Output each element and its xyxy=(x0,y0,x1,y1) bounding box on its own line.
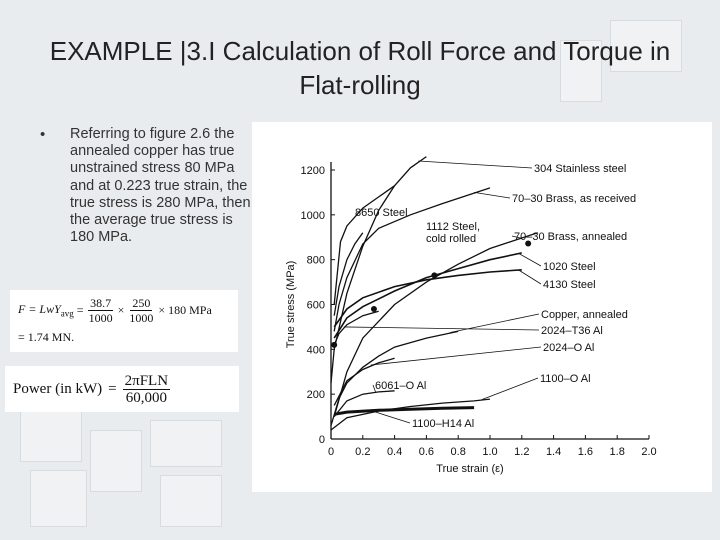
series-curve xyxy=(333,390,395,418)
label-leader-line xyxy=(481,377,539,400)
x-tick-label: 1.8 xyxy=(610,446,625,458)
stress-strain-chart: 0 0.2 0.4 0.6 0.8 1.0 1.2 1.4 1.6 1.8 2.0 0 200 400 60… xyxy=(285,156,657,475)
series-label: 1100–H14 Al xyxy=(412,418,474,430)
series-label: 1100–O Al xyxy=(540,373,591,385)
stress-strain-figure: 0 0.2 0.4 0.6 0.8 1.0 1.2 1.4 1.6 1.8 2.0 0 200 400 60… xyxy=(252,122,712,492)
series-curve xyxy=(333,185,395,305)
slide-title: EXAMPLE |3.I Calculation of Roll Force a… xyxy=(49,36,671,100)
data-point-marker xyxy=(370,305,377,312)
label-leader-line xyxy=(450,313,540,333)
series-curve xyxy=(333,232,364,316)
power-equation: Power (in kW) = 2πFLN 60,000 xyxy=(5,366,239,412)
roll-force-equation: F = LwYavg = 38.7 1000 × 250 1000 × 180 … xyxy=(10,290,238,352)
series-curve xyxy=(330,398,491,431)
x-tick-label: 1.6 xyxy=(578,446,593,458)
data-point-marker xyxy=(525,240,532,247)
data-point-marker xyxy=(331,341,338,348)
y-tick-label: 200 xyxy=(307,389,325,401)
body-text: Referring to figure 2.6 the annealed cop… xyxy=(70,126,251,246)
x-tick-label: 0.4 xyxy=(387,446,402,458)
x-tick-label: 0.2 xyxy=(355,446,370,458)
series-label: 70–30 Brass, annealed xyxy=(514,231,627,243)
y-tick-label: 400 xyxy=(307,344,325,356)
series-label: 4130 Steel xyxy=(543,279,596,291)
power-label: Power (in kW) xyxy=(13,381,103,397)
fraction-width: 250 1000 xyxy=(129,296,154,325)
x-axis-label: True strain (ε) xyxy=(436,463,503,475)
x-tick-label: 1.2 xyxy=(514,446,529,458)
x-tick-label: 0 xyxy=(328,446,334,458)
series-curve xyxy=(333,357,395,406)
x-tick-label: 0.6 xyxy=(419,446,434,458)
x-tick-label: 0.8 xyxy=(451,446,466,458)
series-curve xyxy=(333,252,522,339)
fraction-contact-length: 38.7 1000 xyxy=(88,296,114,325)
equation-lhs: F = LwYavg xyxy=(18,302,74,319)
avg-stress-value: 180 MPa xyxy=(168,303,212,317)
label-leader-line xyxy=(370,346,542,366)
y-tick-label: 800 xyxy=(307,255,325,267)
label-leader-line xyxy=(511,235,522,239)
series-label: 1020 Steel xyxy=(543,261,596,273)
x-tick-label: 1.0 xyxy=(482,446,497,458)
data-point-marker xyxy=(431,272,438,279)
series-curve xyxy=(333,232,538,417)
series-label: Copper, annealed xyxy=(541,309,628,321)
label-leader-line xyxy=(518,253,542,267)
series-curve xyxy=(330,156,427,384)
label-leader-line xyxy=(343,326,540,331)
y-tick-label: 1200 xyxy=(301,165,325,177)
series-label: 70–30 Brass, as received xyxy=(512,193,636,205)
series-curve xyxy=(333,187,491,332)
series-curve xyxy=(333,406,475,416)
series-label: 304 Stainless steel xyxy=(534,163,626,175)
equation-result: = 1.74 MN. xyxy=(18,330,75,344)
series-curve xyxy=(333,310,379,346)
series-curve xyxy=(333,269,522,328)
y-tick-label: 0 xyxy=(319,434,325,446)
series-label: 6061–O Al xyxy=(375,380,426,392)
equals-sign: = xyxy=(76,303,84,317)
label-leader-line xyxy=(370,410,411,424)
series-label: 2024–T36 Al xyxy=(541,325,603,337)
series-label: 1112 Steel, cold rolled xyxy=(426,221,480,245)
y-axis-label: True stress (MPa) xyxy=(285,261,297,349)
power-fraction: 2πFLN 60,000 xyxy=(122,373,171,406)
label-leader-line xyxy=(474,192,511,199)
series-curve xyxy=(330,330,459,426)
label-leader-line xyxy=(372,384,376,393)
x-tick-label: 1.4 xyxy=(546,446,561,458)
y-tick-label: 600 xyxy=(307,300,325,312)
y-tick-label: 1000 xyxy=(301,210,325,222)
series-label: 2024–O Al xyxy=(543,342,594,354)
label-leader-line xyxy=(518,269,542,285)
series-label: 8650 Steel xyxy=(355,207,408,219)
x-tick-label: 2.0 xyxy=(641,446,656,458)
label-leader-line xyxy=(418,160,533,169)
bullet-marker: • xyxy=(40,126,46,143)
